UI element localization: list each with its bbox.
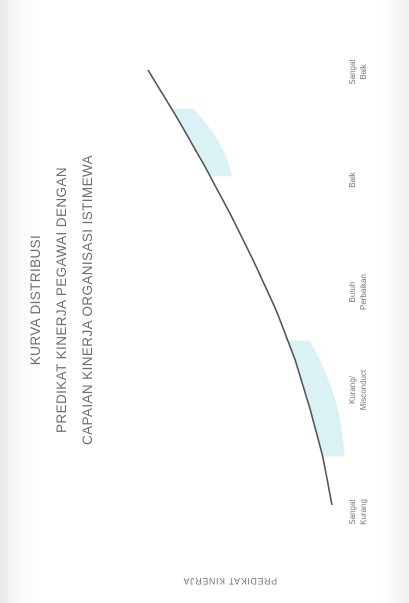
axis-caption: PREDIKAT KINERJA bbox=[183, 576, 277, 586]
category-label-text: Butuh bbox=[348, 282, 357, 303]
category-label-text: Perbaikan bbox=[359, 274, 368, 310]
category-label-text: Sangat bbox=[348, 59, 357, 85]
category-label-text: Baik bbox=[348, 171, 357, 188]
plot-area bbox=[147, 69, 345, 506]
category-label-text: Kurang/ bbox=[348, 375, 357, 404]
category-label: Baik bbox=[348, 171, 357, 188]
shaded-band-2 bbox=[171, 108, 233, 177]
category-label-text: Sangat bbox=[348, 499, 357, 525]
category-label: Sangat Kurang bbox=[348, 499, 368, 525]
category-label-text: Baik bbox=[359, 63, 368, 80]
category-label: Kurang/Misconduct bbox=[348, 369, 368, 410]
category-label-text: Kurang bbox=[359, 499, 368, 525]
chart-title: KURVA DISTRIBUSI PREDIKAT KINERJA PEGAWA… bbox=[28, 155, 95, 445]
category-label: Sangat Baik bbox=[348, 59, 368, 85]
title-line-2: PREDIKAT KINERJA PEGAWAI DENGAN bbox=[54, 167, 69, 433]
shaded-band-1 bbox=[287, 340, 345, 457]
title-line-1: KURVA DISTRIBUSI bbox=[28, 235, 43, 365]
distribution-curve bbox=[147, 69, 333, 506]
title-line-3: CAPAIAN KINERJA ORGANISASI ISTIMEWA bbox=[80, 155, 95, 445]
category-label: Butuh Perbaikan bbox=[348, 274, 368, 310]
category-label-text: Misconduct bbox=[359, 369, 368, 410]
